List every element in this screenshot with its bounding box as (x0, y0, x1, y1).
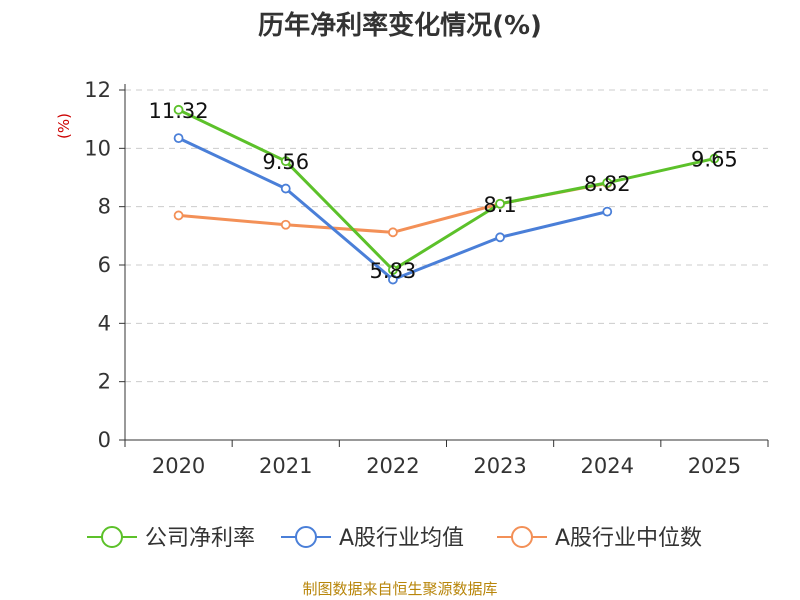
legend-label-0: 公司净利率 (145, 526, 255, 551)
y-tick-label-4: 4 (98, 311, 111, 335)
data-label-2025: 9.65 (691, 148, 738, 172)
x-tick-label-2024: 2024 (581, 454, 634, 478)
point-s0-2024 (602, 177, 613, 188)
y-axis-label: (%) (55, 113, 73, 139)
x-tick-label-2022: 2022 (366, 454, 419, 478)
legend-label-1: A股行业均值 (339, 526, 464, 551)
data-label-2024: 8.82 (584, 172, 631, 196)
point-s2-2021 (280, 219, 291, 230)
y-tick-label-8: 8 (98, 195, 111, 219)
point-s1-2021 (280, 183, 291, 194)
point-s2-2022 (388, 227, 398, 238)
point-s0-2025 (709, 153, 720, 164)
source-note: 制图数据来自恒生聚源数据库 (302, 580, 497, 598)
point-s0-2022 (388, 265, 398, 275)
series-layer (173, 104, 720, 285)
data-label-2023: 8.1 (483, 193, 516, 217)
axes: 0 2 4 6 8 10 12 2020 2021 2022 2023 2024 2025 (84, 78, 769, 478)
chart-title: 历年净利率变化情况(%) (258, 10, 542, 41)
point-s1-2023 (495, 232, 505, 243)
legend-item-0: 公司净利率 (87, 526, 255, 551)
legend: 公司净利率 A股行业均值 A股行业中位数 (87, 526, 702, 551)
x-tick-label-2020: 2020 (152, 454, 205, 478)
legend-item-1: A股行业均值 (281, 526, 464, 551)
y-tick-label-10: 10 (84, 136, 111, 160)
point-s0-2023 (495, 198, 505, 209)
point-s1-2020 (173, 133, 184, 144)
legend-marker-1 (295, 526, 317, 548)
y-tick-label-12: 12 (84, 78, 111, 102)
point-s2-2020 (173, 210, 184, 221)
y-tick-label-6: 6 (98, 253, 111, 277)
series-line-0 (177, 108, 715, 272)
legend-marker-0 (101, 526, 123, 548)
gridlines (125, 89, 768, 383)
y-tick-label-0: 0 (98, 428, 111, 452)
point-s1-2022 (388, 274, 398, 285)
data-labels: 11.32 9.56 5.83 8.1 8.82 9.65 (149, 99, 738, 283)
legend-marker-2 (511, 526, 533, 548)
legend-item-2: A股行业中位数 (497, 526, 702, 551)
legend-label-2: A股行业中位数 (555, 526, 702, 551)
x-tick-label-2025: 2025 (688, 454, 741, 478)
data-label-2021: 9.56 (262, 150, 309, 174)
x-tick-label-2023: 2023 (473, 454, 526, 478)
point-s1-2024 (602, 206, 613, 217)
data-label-2022: 5.83 (370, 259, 417, 283)
series-line-2 (178, 181, 608, 234)
point-s0-2021 (280, 156, 291, 167)
data-label-2020: 11.32 (149, 99, 209, 123)
y-tick-label-2: 2 (98, 370, 111, 394)
x-tick-label-2021: 2021 (259, 454, 312, 478)
point-s0-2020 (173, 104, 184, 115)
